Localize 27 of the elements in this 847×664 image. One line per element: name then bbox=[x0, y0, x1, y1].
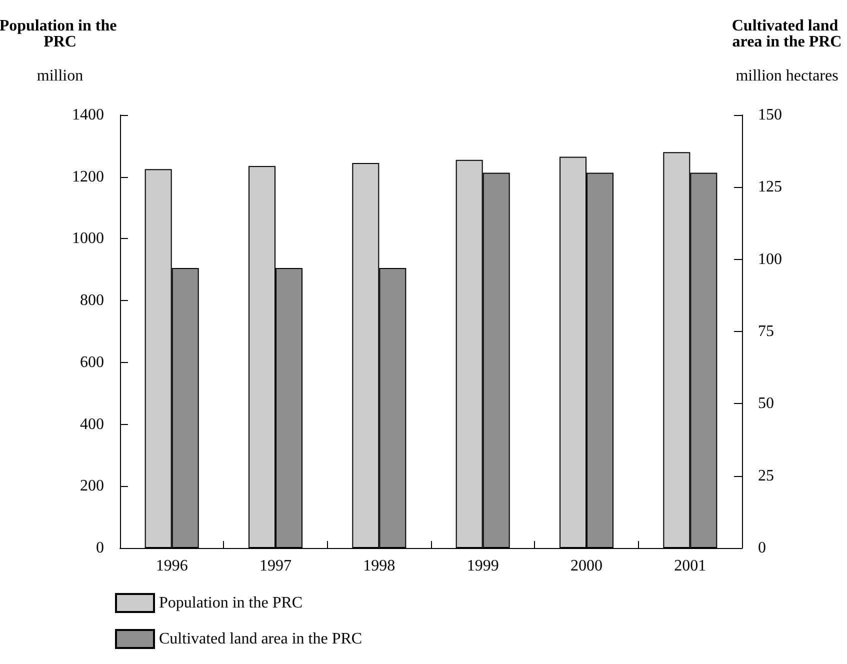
y-axis-title: Population in the PRC bbox=[0, 18, 121, 50]
y-tick-label: 0 bbox=[96, 540, 104, 556]
y2-tick-label: 100 bbox=[758, 250, 782, 268]
y-tick-label: 600 bbox=[80, 354, 104, 371]
y2-tick-label: 50 bbox=[758, 395, 774, 412]
y-tick-label: 400 bbox=[80, 416, 104, 433]
y-tick-label: 200 bbox=[80, 478, 104, 495]
x-tick-label: 1998 bbox=[363, 558, 396, 574]
y-tick-label: 1400 bbox=[72, 106, 104, 124]
y2-tick-label: 125 bbox=[758, 178, 782, 196]
legend-label: Population in the PRC bbox=[159, 594, 303, 612]
y2-tick-label: 150 bbox=[758, 106, 782, 124]
y-tick-label: 1000 bbox=[72, 230, 104, 248]
text: million bbox=[36, 68, 84, 84]
x-tick-label: 1999 bbox=[466, 558, 499, 574]
x-tick-label: 1997 bbox=[260, 558, 292, 574]
legend-label: Cultivated land area in the PRC bbox=[159, 630, 362, 648]
x-tick-label: 1996 bbox=[156, 558, 188, 574]
y2-axis-title: Cultivated land area in the PRC bbox=[732, 18, 842, 50]
y2-tick-label: 75 bbox=[758, 323, 774, 340]
y-tick-label: 800 bbox=[80, 292, 104, 310]
y-tick-label: 1200 bbox=[72, 168, 104, 186]
y2-tick-label: 0 bbox=[758, 540, 766, 556]
y2-tick-label: 25 bbox=[758, 467, 774, 484]
text: million hectares bbox=[736, 68, 838, 84]
x-tick-label: 2000 bbox=[570, 558, 602, 574]
x-tick-label: 2001 bbox=[674, 558, 706, 574]
